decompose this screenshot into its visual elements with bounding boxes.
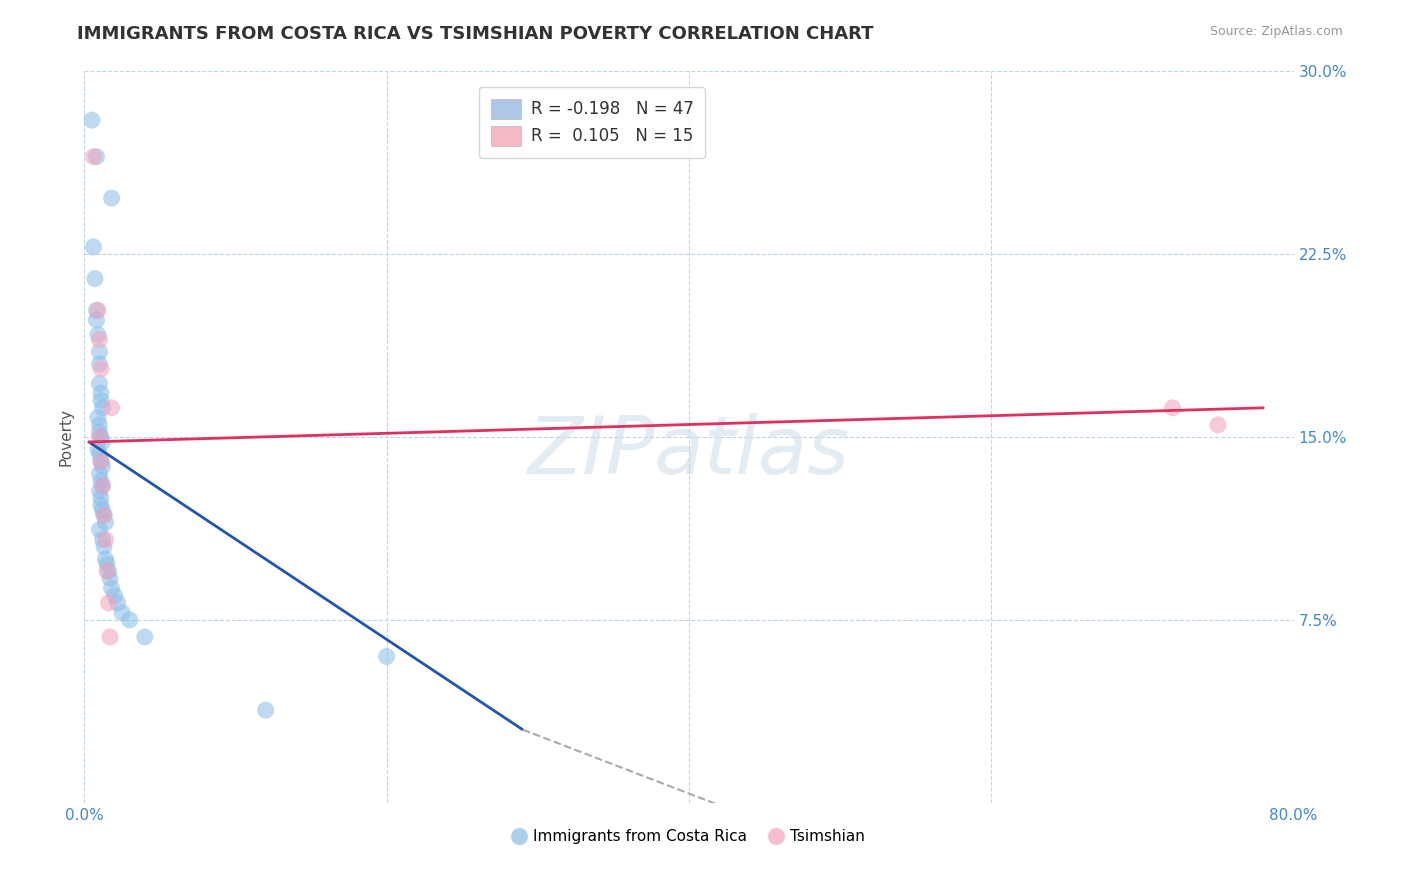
Point [94, 516, 117, 530]
Point [86, 313, 108, 327]
Point [96, 564, 118, 578]
Point [91, 479, 114, 493]
Point [89, 417, 111, 432]
Text: IMMIGRANTS FROM COSTA RICA VS TSIMSHIAN POVERTY CORRELATION CHART: IMMIGRANTS FROM COSTA RICA VS TSIMSHIAN … [77, 25, 875, 43]
Point [89, 425, 111, 440]
Point [90, 386, 112, 401]
Point [134, 630, 156, 644]
Point [89, 430, 111, 444]
Text: ZIPatlas: ZIPatlas [527, 413, 851, 491]
Point [90, 393, 112, 408]
Point [89, 333, 111, 347]
Point [100, 401, 122, 415]
Point [100, 581, 122, 595]
Point [93, 540, 115, 554]
Point [91, 533, 114, 547]
Point [91, 401, 114, 415]
Point [90, 491, 112, 505]
Point [97, 596, 120, 610]
Point [89, 357, 111, 371]
Point [84, 271, 107, 285]
Point [80, 113, 103, 128]
Point [91, 434, 114, 449]
Point [89, 344, 111, 359]
Point [254, 703, 277, 717]
Point [96, 557, 118, 571]
Point [86, 150, 108, 164]
Point [90, 499, 112, 513]
Point [94, 533, 117, 547]
Y-axis label: Poverty: Poverty [58, 408, 73, 467]
Point [90, 454, 112, 468]
Point [90, 454, 112, 468]
Text: Source: ZipAtlas.com: Source: ZipAtlas.com [1209, 25, 1343, 38]
Legend: Immigrants from Costa Rica, Tsimshian: Immigrants from Costa Rica, Tsimshian [508, 822, 870, 850]
Point [94, 552, 117, 566]
Point [1206, 417, 1229, 432]
Point [82, 240, 104, 254]
Point [93, 508, 115, 522]
Point [86, 303, 108, 318]
Point [107, 596, 129, 610]
Point [87, 410, 110, 425]
Point [82, 150, 104, 164]
Point [1161, 401, 1184, 415]
Point [98, 630, 121, 644]
Point [89, 467, 111, 481]
Point [89, 376, 111, 391]
Point [89, 483, 111, 498]
Point [87, 327, 110, 342]
Point [104, 589, 127, 603]
Point [89, 523, 111, 537]
Point [90, 474, 112, 488]
Point [118, 613, 141, 627]
Point [97, 564, 120, 578]
Point [91, 459, 114, 474]
Point [87, 303, 110, 318]
Point [91, 479, 114, 493]
Point [98, 572, 121, 586]
Point [93, 508, 115, 522]
Point [87, 442, 110, 457]
Point [111, 606, 134, 620]
Point [90, 430, 112, 444]
Point [375, 649, 398, 664]
Point [91, 503, 114, 517]
Point [100, 191, 122, 205]
Point [89, 447, 111, 461]
Point [90, 361, 112, 376]
